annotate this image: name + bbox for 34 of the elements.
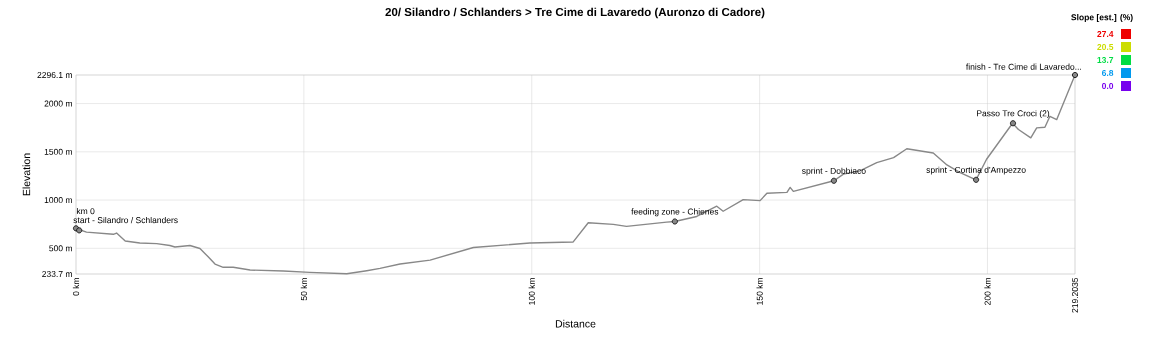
color-bar-title: Slope [est.] (%): [1071, 14, 1133, 22]
x-tick-label: 219.2035: [1071, 277, 1078, 313]
point: [1072, 72, 1078, 78]
x-tick-label: 50 km: [300, 278, 307, 301]
x-tick-label: 100 km: [528, 278, 535, 305]
chart-title: 20/ Silandro / Schlanders > Tre Cime di Lavaredo (Auronzo di Cadore): [385, 7, 765, 19]
point: [973, 176, 980, 183]
point: [830, 177, 837, 184]
y-tick-label: 1500 m: [44, 148, 72, 155]
x-tick-label: 200 km: [984, 278, 991, 305]
annotation: sprint - Cortina d'Ampezzo: [926, 166, 1026, 175]
annotation: start - Silandro / Schlanders: [73, 216, 178, 224]
color-bar-label: 20.5: [1097, 43, 1114, 50]
y-tick-label: 1000 m: [44, 197, 72, 204]
point: [671, 218, 678, 225]
y-axis-title: Elevation: [22, 153, 31, 196]
x-tick-label: 150 km: [756, 278, 763, 305]
annotation: feeding zone - Chienes: [631, 208, 719, 217]
annotation: finish - Tre Cime di Lavaredo...: [966, 63, 1081, 70]
y-tick-label: 500 m: [49, 245, 72, 252]
y-tick-label: 2000 m: [44, 100, 72, 107]
annotation: km 0: [76, 207, 95, 215]
color-bar-label: 13.7: [1097, 56, 1114, 64]
annotation: Passo Tre Croci (2): [977, 110, 1050, 119]
point: [76, 227, 83, 234]
x-axis-title: Distance: [555, 319, 596, 328]
color-bar-label: 6.8: [1101, 69, 1114, 76]
color-bar-label: 0.0: [1102, 82, 1114, 89]
point: [1010, 120, 1016, 127]
color-bar-label: 27.4: [1097, 31, 1114, 37]
y-tick-label: 233.7 m: [42, 270, 72, 277]
x-tick-label: 0 km: [72, 278, 80, 296]
annotation: sprint - Dobbiaco: [802, 167, 866, 176]
y-tick-label: 2296.1 m: [37, 71, 72, 78]
